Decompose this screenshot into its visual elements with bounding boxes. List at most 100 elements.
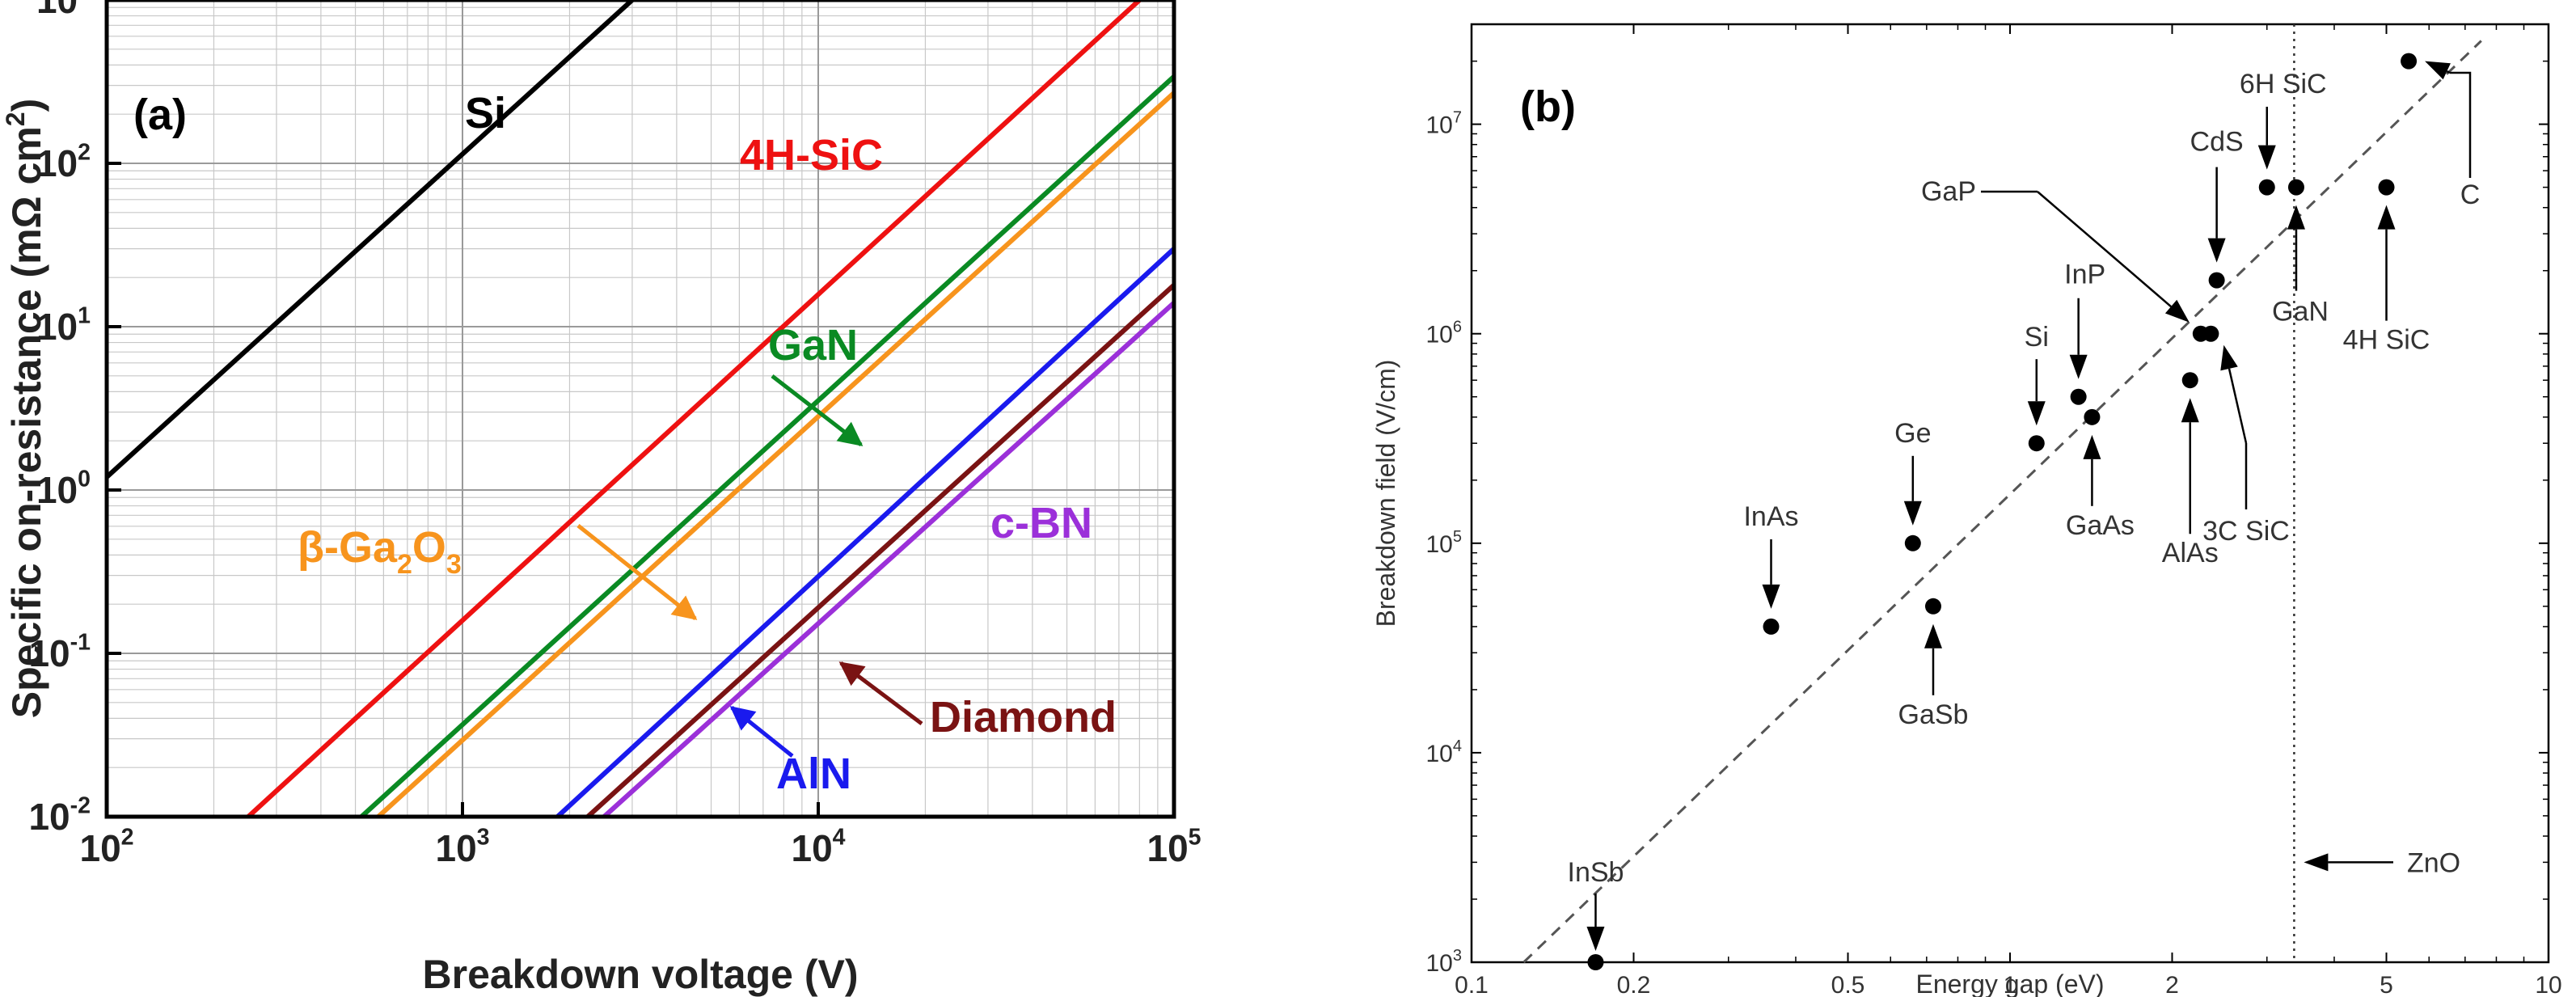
panel-b-x-tick-label: 0.2	[1617, 972, 1651, 997]
point-label-gan: GaN	[2272, 297, 2329, 327]
panel-a-x-tick-label: 104	[791, 824, 845, 869]
panel-a-y-tick-label: 103	[36, 0, 91, 21]
panel-a-grid	[106, 0, 1175, 817]
point-arrow-gasb-head	[1924, 623, 1942, 648]
point-arrow-insb-head	[1586, 927, 1605, 951]
panel-b-y-tick-label: 104	[1426, 737, 1463, 767]
series-line-aln	[555, 247, 1174, 817]
point-label-c: C	[2460, 180, 2481, 210]
panel-a: 102 103 104 105 10-2 10-1 100 101 102 103 Breakdow…	[1, 0, 1201, 997]
series-line-diamond	[585, 283, 1174, 817]
panel-b-x-tick-label: 10	[2535, 972, 2561, 997]
panel-a-y-tick-label: 10-2	[28, 792, 91, 838]
point-arrow-gan-head	[2287, 205, 2305, 230]
point-c	[2401, 53, 2418, 70]
panel-b-y-tick-label: 105	[1426, 528, 1463, 558]
point-arrow-3c-sic-shaft	[2228, 368, 2248, 444]
point-arrow-c-bend	[2450, 71, 2472, 178]
point-inas	[1763, 618, 1780, 635]
panel-b-y-tick-label: 103	[1426, 947, 1463, 977]
series-label-ga2o3: β-Ga2O3	[298, 523, 462, 580]
point-arrow-gap-shaft	[2037, 191, 2172, 308]
point-label-gaas: GaAs	[2066, 510, 2135, 541]
panel-a-x-tick-label: 105	[1147, 824, 1201, 869]
point-3c-sic	[2202, 325, 2219, 342]
panel-a-series-group	[107, 0, 1174, 817]
panel-a-y-tick-label: 100	[36, 466, 91, 511]
point-label-gap: GaP	[1921, 176, 1976, 207]
series-label-4h-sic: 4H-SiC	[740, 131, 883, 180]
panel-a-y-tick-label: 10-1	[28, 629, 91, 674]
point-label-cds: CdS	[2190, 127, 2244, 158]
point-arrow-gap-head	[2164, 299, 2190, 323]
panel-a-plot-frame	[104, 0, 1176, 819]
point-arrow-c-shaft	[2446, 70, 2451, 74]
point-arrow-6h-sic-head	[2257, 145, 2276, 170]
point-label-3c-sic: 3C SiC	[2202, 516, 2290, 547]
panel-b-x-tick-label: 0.5	[1831, 972, 1865, 997]
point-arrow-c-head	[2425, 61, 2451, 80]
panel-a-x-axis-label: Breakdown voltage (V)	[423, 952, 859, 997]
point-label-insb: InSb	[1568, 857, 1624, 888]
point-gaas	[2084, 408, 2101, 425]
panel-b-plot-frame	[1470, 23, 2550, 964]
series-arrow-ga2o3	[576, 524, 698, 620]
panel-b-x-tick-label: 0.1	[1455, 972, 1489, 997]
point-arrow-cds-head	[2207, 238, 2226, 263]
point-4h-sic	[2378, 179, 2395, 196]
point-gasb	[1924, 598, 1941, 615]
series-arrow-gan	[771, 374, 864, 446]
panel-a-x-tick-label: 103	[435, 824, 489, 869]
point-label-6h-sic: 6H SiC	[2240, 69, 2327, 99]
panel-a-x-tick-label: 102	[79, 824, 133, 869]
point-label-si: Si	[2025, 322, 2049, 353]
point-label-ge: Ge	[1894, 418, 1931, 449]
point-ge	[1904, 534, 1921, 551]
point-arrow-inp-head	[2069, 354, 2088, 379]
series-label-aln: AlN	[776, 750, 851, 798]
panel-a-y-tick-label: 101	[36, 302, 91, 348]
series-line-c-bn	[602, 301, 1174, 817]
series-line--ga2o3	[376, 91, 1174, 817]
point-label-gasb: GaSb	[1898, 699, 1969, 730]
point-arrow-4h-sic-head	[2377, 205, 2396, 230]
point-arrow-ge-head	[1903, 501, 1922, 526]
series-line-si	[107, 0, 634, 479]
panel-b-x-axis-label: Energy gap (eV)	[1915, 970, 2104, 997]
series-label-diamond: Diamond	[930, 693, 1117, 741]
panel-b-letter: (b)	[1520, 82, 1576, 131]
panel-a-y-axis-label: Specific on-resistance (mΩ cm2)	[1, 99, 49, 718]
point-arrow-si-head	[2027, 401, 2046, 426]
panel-b-x-tick-label: 5	[2380, 972, 2393, 997]
panel-b-y-axis-label: Breakdown field (V/cm)	[1371, 360, 1400, 627]
panel-b: 0.1 0.2 0.5 1 2 5 10 103 104 105 106 107 Energy gap …	[1371, 23, 2562, 997]
point-label-alas: AlAs	[2162, 538, 2219, 568]
point-alas	[2181, 372, 2198, 389]
series-arrow-diamond	[838, 661, 923, 725]
point-insb	[1587, 954, 1604, 970]
point-arrow-3c-sic-head	[2220, 344, 2238, 371]
series-label-gan: GaN	[768, 321, 858, 370]
series-line-4h-sic	[247, 0, 1142, 817]
point-label-4h-sic: 4H SiC	[2343, 325, 2430, 356]
point-label-inas: InAs	[1743, 501, 1798, 532]
panel-b-y-tick-label: 106	[1426, 319, 1463, 349]
zno-arrow-head	[2304, 853, 2329, 872]
series-arrow-aln	[729, 706, 794, 758]
series-label-c-bn: c-BN	[990, 499, 1092, 547]
point-arrow-gaas-head	[2083, 434, 2101, 459]
point-si	[2028, 435, 2045, 452]
series-line-gan	[360, 74, 1174, 817]
point-gan	[2287, 179, 2304, 196]
panel-a-letter: (a)	[133, 91, 187, 139]
point-label-inp: InP	[2064, 260, 2105, 290]
series-label-si: Si	[465, 89, 506, 137]
point-arrow-alas-head	[2181, 398, 2199, 423]
panel-b-x-tick-label: 1	[2004, 972, 2017, 997]
panel-b-trend-line	[1522, 40, 2482, 964]
panel-b-x-tick-label: 2	[2165, 972, 2179, 997]
panel-a-y-tick-label: 102	[36, 139, 91, 184]
panel-b-y-tick-label: 107	[1426, 109, 1463, 139]
zno-label: ZnO	[2407, 847, 2460, 878]
